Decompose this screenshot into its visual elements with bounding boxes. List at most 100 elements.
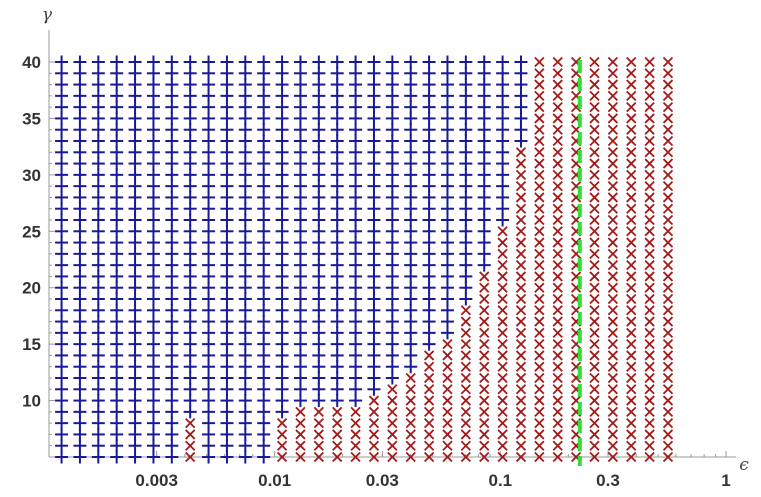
plus-marker: [202, 292, 216, 306]
cross-marker-b: [589, 169, 600, 180]
plus-marker: [91, 78, 105, 92]
cross-marker-b: [295, 440, 306, 451]
cross-marker: [479, 406, 490, 417]
cross-marker: [626, 429, 637, 440]
x-tick-label: 0.03: [366, 471, 399, 490]
cross-marker-b: [460, 316, 471, 327]
cross-marker-series: [185, 56, 674, 463]
cross-marker: [460, 339, 471, 350]
cross-marker-b: [350, 451, 361, 463]
plus-marker: [404, 326, 418, 340]
plus-marker: [183, 55, 197, 69]
plus-marker: [220, 224, 234, 238]
cross-marker: [442, 372, 453, 384]
cross-marker-b: [626, 305, 637, 316]
cross-marker-b: [368, 418, 380, 429]
cross-marker-b: [644, 248, 655, 259]
cross-marker-b: [589, 192, 600, 203]
cross-marker: [552, 113, 563, 124]
cross-marker: [552, 451, 563, 463]
cross-marker-b: [534, 124, 545, 135]
plus-marker: [238, 405, 252, 419]
cross-marker: [515, 451, 527, 463]
cross-marker: [552, 440, 563, 451]
plus-marker: [349, 89, 363, 103]
cross-marker-b: [607, 372, 619, 384]
cross-marker-b: [479, 350, 490, 361]
plus-marker: [367, 360, 381, 374]
cross-marker: [423, 350, 435, 361]
cross-marker: [442, 440, 453, 451]
cross-marker-b: [626, 102, 637, 113]
plus-marker: [55, 89, 69, 103]
plus-marker: [257, 213, 271, 227]
cross-marker-b: [626, 271, 637, 282]
cross-marker: [534, 192, 545, 203]
cross-marker-b: [313, 451, 324, 463]
cross-marker-b: [515, 406, 527, 417]
plus-marker: [293, 78, 307, 92]
cross-marker: [626, 237, 637, 248]
cross-marker: [534, 56, 545, 68]
plus-marker: [220, 157, 234, 171]
plus-marker: [183, 213, 197, 227]
plus-marker: [220, 89, 234, 103]
cross-marker-b: [644, 226, 655, 237]
cross-marker-b: [589, 361, 600, 372]
cross-marker: [534, 113, 545, 124]
cross-marker-b: [626, 282, 637, 293]
cross-marker: [423, 440, 435, 451]
plus-marker: [183, 258, 197, 272]
plus-marker: [202, 405, 216, 419]
plus-marker: [257, 371, 271, 385]
plus-marker: [330, 111, 344, 125]
plus-marker: [91, 427, 105, 441]
plus-marker: [349, 111, 363, 125]
plus-marker: [183, 292, 197, 306]
plus-marker: [55, 337, 69, 351]
cross-marker: [626, 406, 637, 417]
cross-marker-b: [662, 395, 674, 406]
plus-marker: [165, 134, 179, 148]
plus-marker: [330, 360, 344, 374]
plus-marker: [422, 337, 436, 351]
cross-marker-b: [607, 361, 619, 372]
plus-marker: [422, 55, 436, 69]
cross-marker-b: [626, 158, 637, 169]
cross-marker-b: [607, 406, 619, 417]
cross-marker: [534, 169, 545, 180]
cross-marker-b: [460, 384, 471, 395]
plus-marker: [110, 100, 124, 114]
cross-marker: [589, 451, 600, 463]
cross-marker: [644, 316, 655, 327]
plus-marker: [422, 236, 436, 250]
plus-marker: [183, 303, 197, 317]
plus-marker: [349, 55, 363, 69]
cross-marker-b: [607, 282, 619, 293]
cross-marker: [552, 192, 563, 203]
plus-marker: [220, 100, 234, 114]
cross-marker-b: [607, 305, 619, 316]
plus-marker: [404, 213, 418, 227]
plus-marker: [165, 179, 179, 193]
cross-marker: [626, 248, 637, 259]
plus-marker: [91, 111, 105, 125]
cross-marker-b: [479, 372, 490, 384]
plus-marker: [73, 100, 87, 114]
plus-marker: [202, 315, 216, 329]
cross-marker-b: [644, 158, 655, 169]
cross-marker: [607, 361, 619, 372]
plus-marker: [367, 292, 381, 306]
cross-marker-b: [644, 214, 655, 226]
plus-marker: [349, 326, 363, 340]
cross-marker-b: [644, 147, 655, 158]
plus-marker: [385, 224, 399, 238]
cross-marker-b: [607, 169, 619, 180]
cross-marker: [607, 203, 619, 214]
plus-marker: [367, 236, 381, 250]
plus-marker: [238, 348, 252, 362]
plus-marker: [422, 224, 436, 238]
cross-marker-b: [185, 451, 196, 463]
cross-marker-b: [534, 147, 545, 158]
cross-marker: [607, 395, 619, 406]
